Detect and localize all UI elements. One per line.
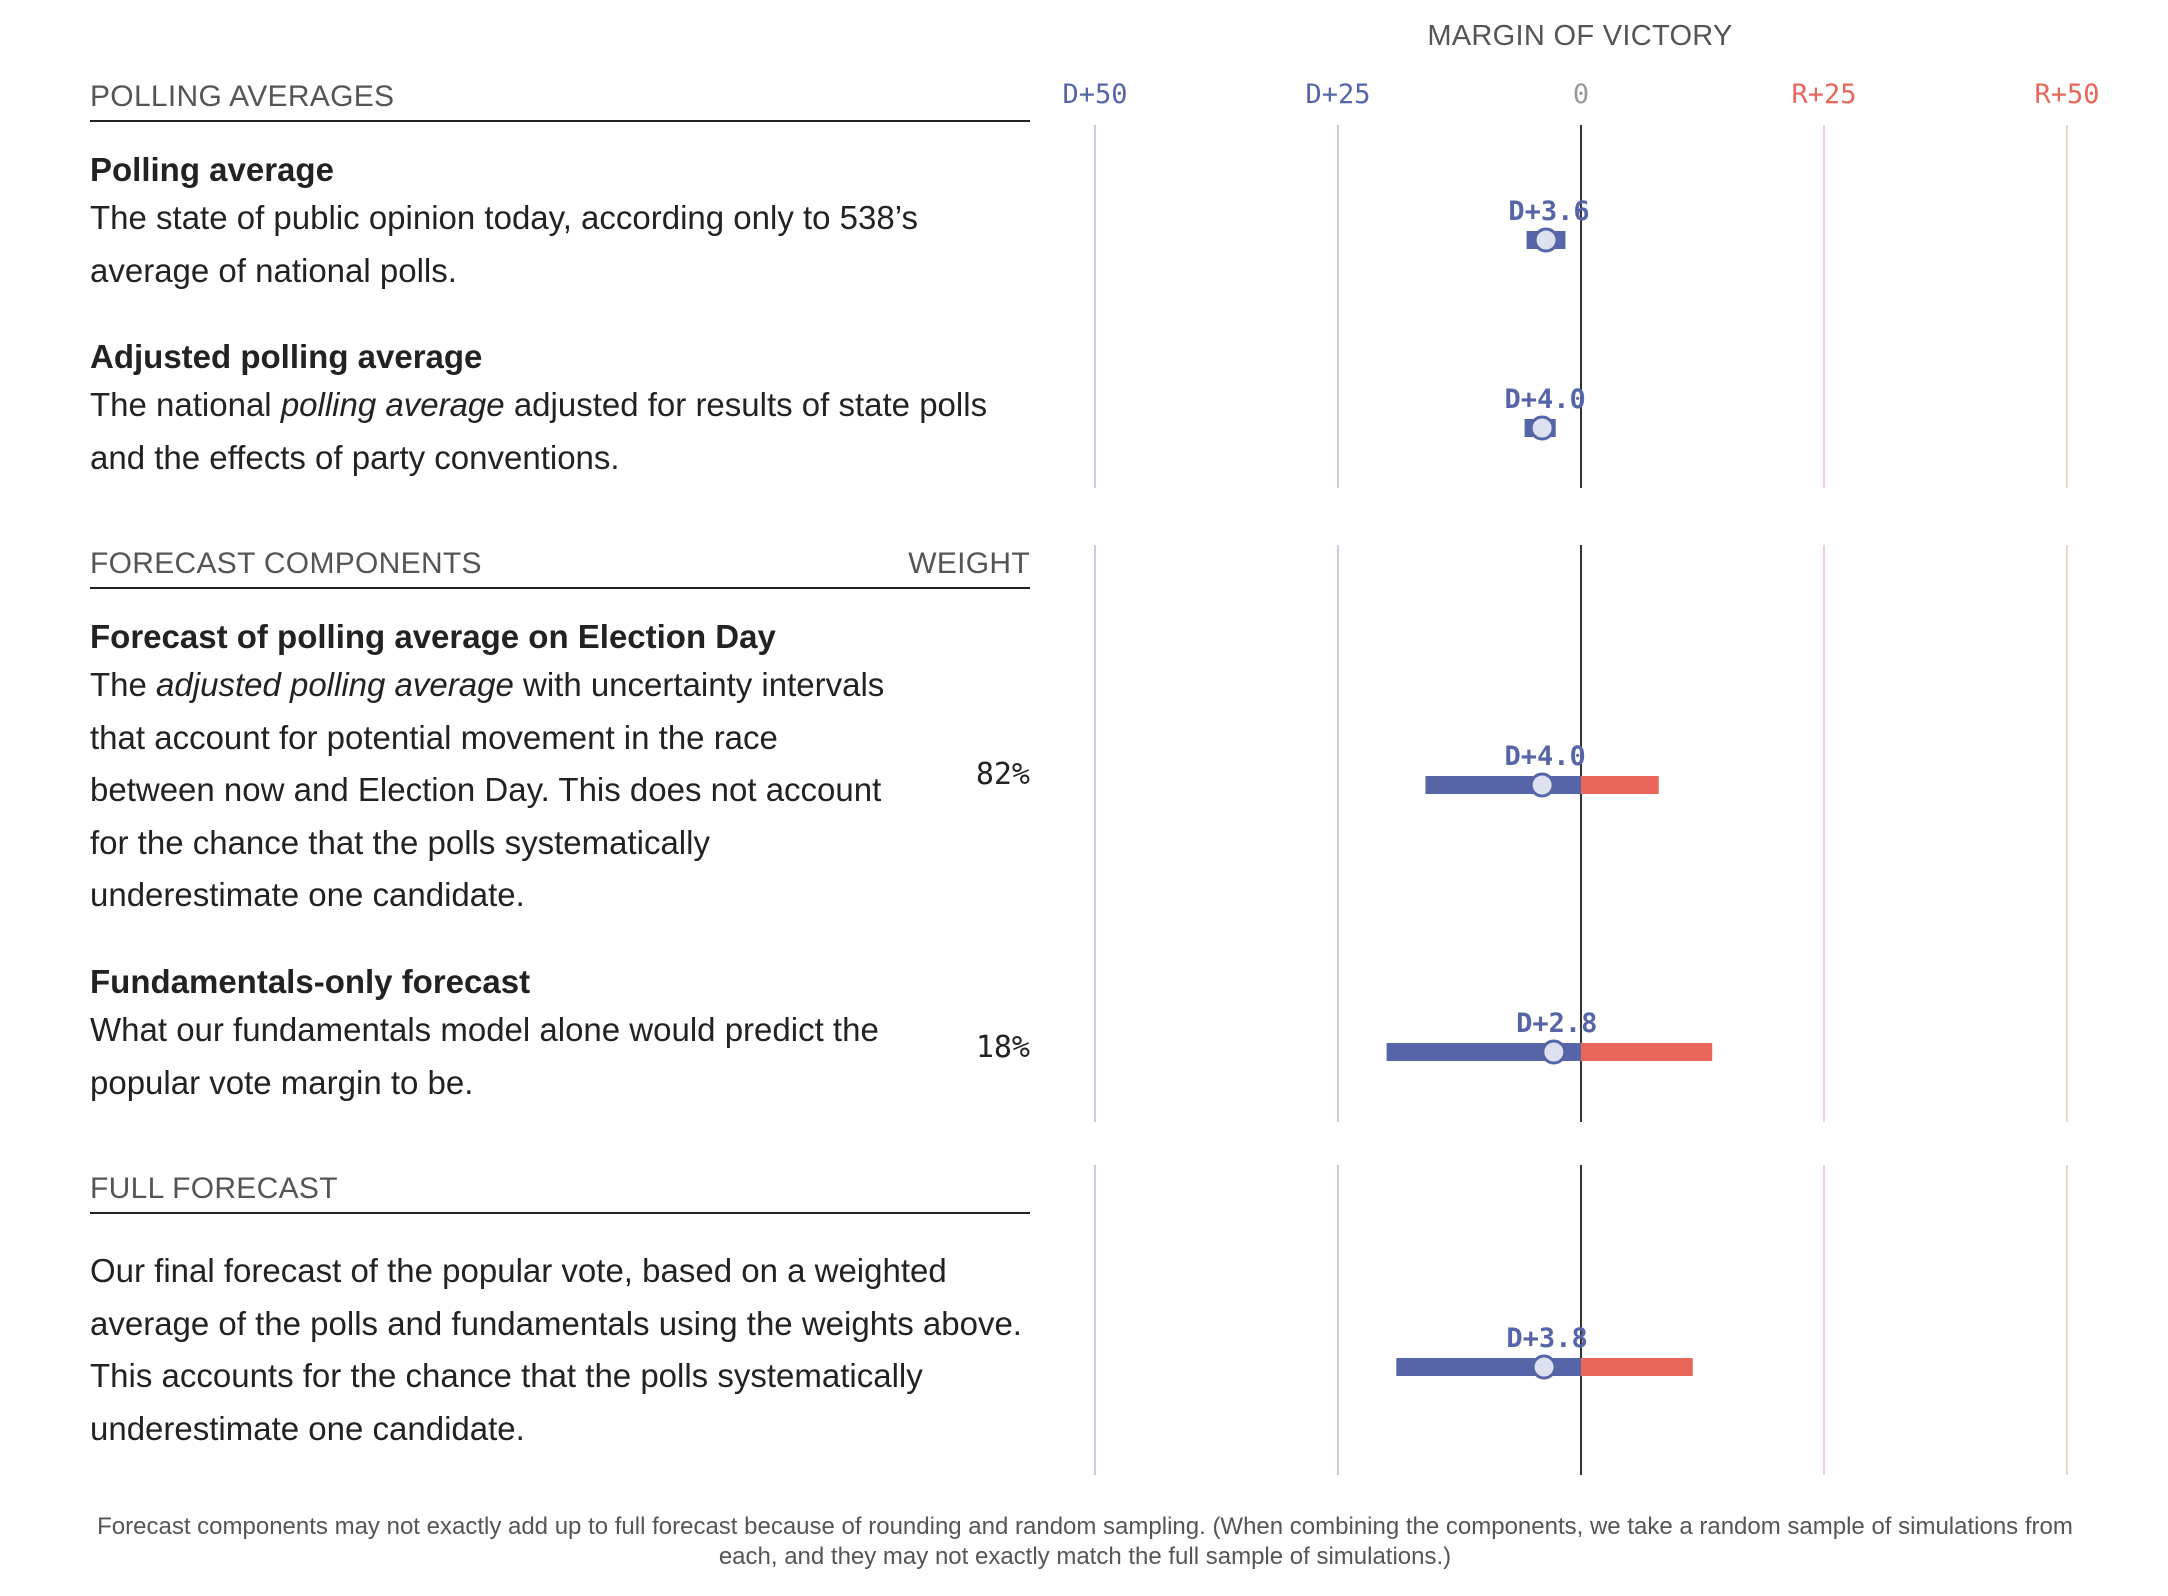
full-forecast-header: FULL FORECAST [90,1170,1030,1214]
adjusted-polling-average-title: Adjusted polling average [90,338,483,375]
value-label: D+3.6 [1508,196,1589,227]
full-forecast-item: Our final forecast of the popular vote, … [90,1245,1030,1455]
fundamentals-weight: 18% [975,1030,1030,1065]
adjusted-polling-average-item: Adjusted polling average The national po… [90,335,1030,484]
election-day-forecast-desc: The adjusted polling average with uncert… [90,666,885,913]
tick-label-0: 0 [1573,79,1589,110]
value-label: D+3.8 [1506,1323,1587,1354]
estimate-point [1541,1039,1567,1065]
tick-label-r+25: R+25 [1791,79,1856,110]
estimate-point [1529,415,1555,441]
tick-label-d+50: D+50 [1062,79,1127,110]
range-bar-dem [1386,1043,1581,1061]
estimate-point [1531,1354,1557,1380]
value-label: D+4.0 [1504,384,1585,415]
polling-average-item: Polling average The state of public opin… [90,148,1030,297]
fundamentals-forecast-desc: What our fundamentals model alone would … [90,1011,879,1101]
estimate-point [1529,772,1555,798]
polling-averages-header: POLLING AVERAGES [90,78,1030,122]
estimate-point [1533,227,1559,253]
polling-averages-title: POLLING AVERAGES [90,80,395,113]
range-bar-rep [1581,1043,1713,1061]
tick-label-d+25: D+25 [1305,79,1370,110]
adjusted-polling-average-desc: The national polling average adjusted fo… [90,386,988,476]
election-day-forecast-title: Forecast of polling average on Election … [90,618,776,655]
footnote: Forecast components may not exactly add … [97,1513,2073,1570]
range-bar-rep [1581,1358,1693,1376]
weight-header: WEIGHT [908,547,1030,580]
polling-average-desc: The state of public opinion today, accor… [90,199,918,289]
polling-average-title: Polling average [90,151,334,188]
value-label: D+4.0 [1504,741,1585,772]
fundamentals-forecast-title: Fundamentals-only forecast [90,963,531,1000]
forecast-components-header: FORECAST COMPONENTS WEIGHT [90,545,1030,589]
election-day-weight: 82% [975,757,1030,792]
axis-title: MARGIN OF VICTORY [1427,20,1733,52]
full-forecast-desc: Our final forecast of the popular vote, … [90,1252,1022,1447]
range-bar-dem [1425,776,1581,794]
full-forecast-title: FULL FORECAST [90,1172,338,1205]
forecast-components-title: FORECAST COMPONENTS [90,547,482,580]
fundamentals-forecast-item: Fundamentals-only forecast What our fund… [90,960,1030,1109]
range-bar-rep [1581,776,1659,794]
value-label: D+2.8 [1516,1008,1597,1039]
tick-label-r+50: R+50 [2034,79,2099,110]
election-day-forecast-item: Forecast of polling average on Election … [90,615,1030,922]
